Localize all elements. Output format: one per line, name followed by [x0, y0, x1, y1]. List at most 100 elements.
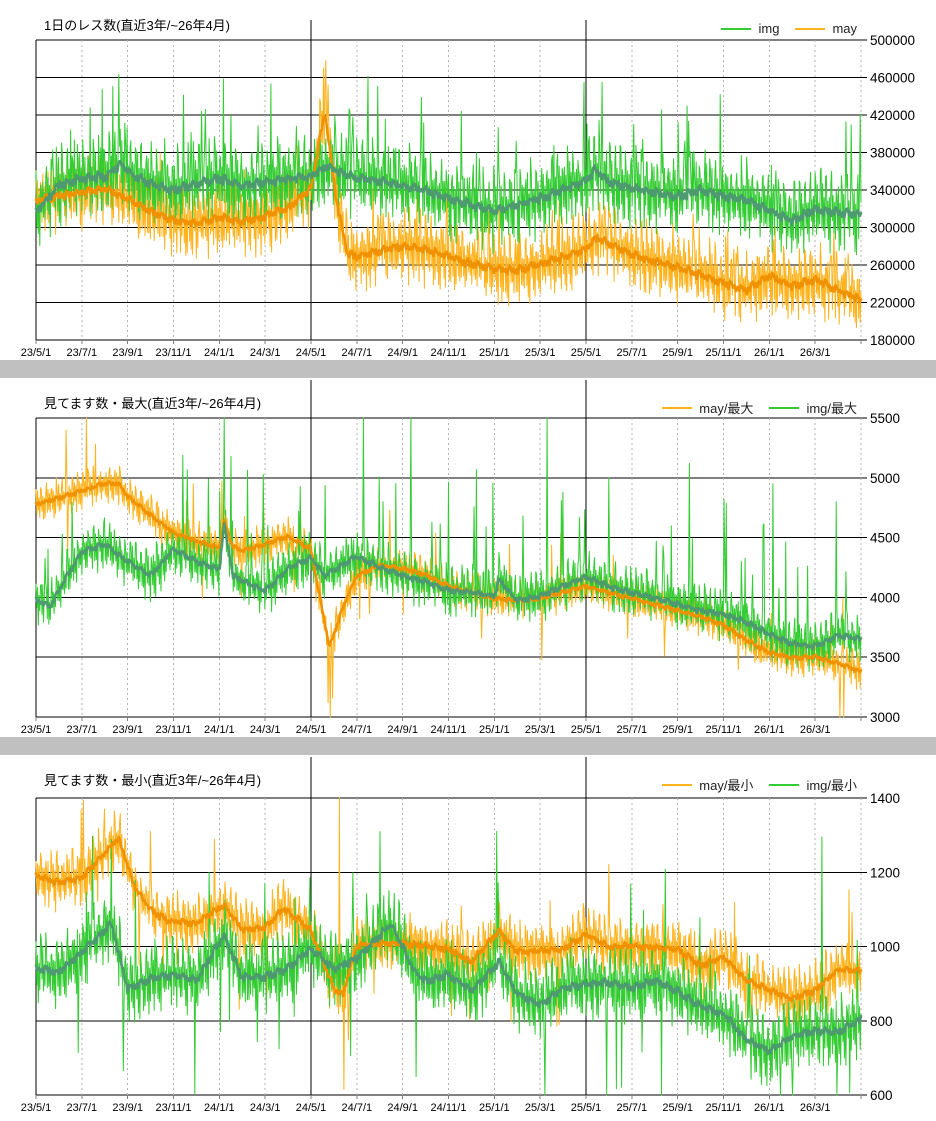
separator-bar [0, 737, 936, 755]
svg-text:24/11/1: 24/11/1 [431, 724, 467, 736]
svg-text:24/5/1: 24/5/1 [296, 347, 327, 359]
chart2-title: 見てます数・最大(直近3年/~26年4月) [44, 396, 262, 411]
img-line-swatch [721, 27, 752, 30]
may-line-swatch [662, 406, 693, 409]
svg-text:600: 600 [870, 1088, 893, 1103]
svg-text:25/11/1: 25/11/1 [706, 347, 742, 359]
svg-text:23/5/1: 23/5/1 [21, 1102, 52, 1114]
svg-text:26/1/1: 26/1/1 [754, 724, 785, 736]
img-line-swatch [769, 783, 800, 786]
svg-text:24/3/1: 24/3/1 [250, 347, 281, 359]
svg-text:25/3/1: 25/3/1 [525, 724, 556, 736]
svg-text:23/9/1: 23/9/1 [112, 347, 143, 359]
svg-text:24/11/1: 24/11/1 [431, 1102, 467, 1114]
chart3-title: 見てます数・最小(直近3年/~26年4月) [44, 773, 262, 788]
chart2-legend: may/最大 img/最大 [646, 398, 857, 417]
svg-text:3500: 3500 [870, 650, 900, 665]
svg-text:460000: 460000 [870, 71, 915, 86]
svg-text:24/3/1: 24/3/1 [250, 1102, 281, 1114]
svg-text:25/9/1: 25/9/1 [662, 1102, 693, 1114]
svg-text:24/1/1: 24/1/1 [204, 347, 235, 359]
svg-text:26/3/1: 26/3/1 [800, 724, 831, 736]
svg-text:24/9/1: 24/9/1 [387, 347, 418, 359]
legend-item-may: may [795, 21, 857, 36]
legend-label: img/最大 [806, 401, 857, 416]
svg-text:380000: 380000 [870, 146, 915, 161]
svg-text:24/5/1: 24/5/1 [296, 724, 327, 736]
svg-text:26/1/1: 26/1/1 [754, 1102, 785, 1114]
svg-text:23/7/1: 23/7/1 [67, 347, 98, 359]
legend-label: may [832, 21, 857, 36]
may-line-swatch [662, 783, 693, 786]
svg-text:5000: 5000 [870, 471, 900, 486]
svg-text:23/11/1: 23/11/1 [156, 1102, 192, 1114]
svg-text:23/7/1: 23/7/1 [67, 1102, 98, 1114]
svg-text:25/3/1: 25/3/1 [525, 1102, 556, 1114]
legend-item-img-max: img/最大 [769, 398, 857, 417]
svg-text:25/1/1: 25/1/1 [479, 347, 510, 359]
svg-text:24/9/1: 24/9/1 [387, 724, 418, 736]
svg-text:23/9/1: 23/9/1 [112, 1102, 143, 1114]
svg-text:340000: 340000 [870, 183, 915, 198]
svg-text:23/11/1: 23/11/1 [156, 347, 192, 359]
chart3-legend: may/最小 img/最小 [646, 775, 857, 794]
svg-text:25/7/1: 25/7/1 [617, 724, 648, 736]
svg-text:25/5/1: 25/5/1 [571, 1102, 602, 1114]
svg-text:24/11/1: 24/11/1 [431, 347, 467, 359]
legend-label: may/最小 [699, 778, 754, 793]
svg-text:24/3/1: 24/3/1 [250, 724, 281, 736]
svg-text:1400: 1400 [870, 791, 900, 806]
svg-text:25/1/1: 25/1/1 [479, 724, 510, 736]
svg-text:24/5/1: 24/5/1 [296, 1102, 327, 1114]
legend-item-may-max: may/最大 [662, 398, 753, 417]
svg-text:180000: 180000 [870, 333, 915, 348]
svg-text:25/11/1: 25/11/1 [706, 724, 742, 736]
legend-item-img-min: img/最小 [769, 775, 857, 794]
svg-text:4500: 4500 [870, 531, 900, 546]
svg-text:26/3/1: 26/3/1 [800, 1102, 831, 1114]
legend-item-img: img [721, 21, 779, 36]
svg-text:23/5/1: 23/5/1 [21, 724, 52, 736]
svg-text:23/7/1: 23/7/1 [67, 724, 98, 736]
svg-text:25/3/1: 25/3/1 [525, 347, 556, 359]
svg-text:23/11/1: 23/11/1 [156, 724, 192, 736]
legend-item-may-min: may/最小 [662, 775, 753, 794]
svg-text:24/7/1: 24/7/1 [342, 347, 373, 359]
may-line-swatch [795, 27, 826, 30]
svg-text:24/1/1: 24/1/1 [204, 724, 235, 736]
svg-text:26/1/1: 26/1/1 [754, 347, 785, 359]
svg-text:3000: 3000 [870, 710, 900, 725]
separator-bar [0, 360, 936, 378]
legend-label: may/最大 [699, 401, 754, 416]
svg-text:25/5/1: 25/5/1 [571, 724, 602, 736]
chart1-legend: img may [705, 21, 857, 36]
svg-text:24/7/1: 24/7/1 [342, 1102, 373, 1114]
svg-text:220000: 220000 [870, 296, 915, 311]
svg-text:25/5/1: 25/5/1 [571, 347, 602, 359]
svg-text:26/3/1: 26/3/1 [800, 347, 831, 359]
svg-text:25/7/1: 25/7/1 [617, 347, 648, 359]
svg-text:25/11/1: 25/11/1 [706, 1102, 742, 1114]
svg-text:1000: 1000 [870, 940, 900, 955]
svg-text:25/9/1: 25/9/1 [662, 347, 693, 359]
svg-text:1200: 1200 [870, 865, 900, 880]
svg-text:24/7/1: 24/7/1 [342, 724, 373, 736]
svg-text:420000: 420000 [870, 108, 915, 123]
svg-text:24/9/1: 24/9/1 [387, 1102, 418, 1114]
svg-text:800: 800 [870, 1014, 893, 1029]
svg-text:25/9/1: 25/9/1 [662, 724, 693, 736]
svg-text:23/5/1: 23/5/1 [21, 347, 52, 359]
svg-text:25/1/1: 25/1/1 [479, 1102, 510, 1114]
svg-text:300000: 300000 [870, 221, 915, 236]
svg-text:500000: 500000 [870, 33, 915, 48]
chart1-title: 1日のレス数(直近3年/~26年4月) [44, 18, 231, 33]
svg-text:23/9/1: 23/9/1 [112, 724, 143, 736]
legend-label: img/最小 [806, 778, 857, 793]
legend-label: img [758, 21, 780, 36]
svg-text:24/1/1: 24/1/1 [204, 1102, 235, 1114]
svg-text:4000: 4000 [870, 590, 900, 605]
svg-text:5500: 5500 [870, 411, 900, 426]
svg-text:25/7/1: 25/7/1 [617, 1102, 648, 1114]
